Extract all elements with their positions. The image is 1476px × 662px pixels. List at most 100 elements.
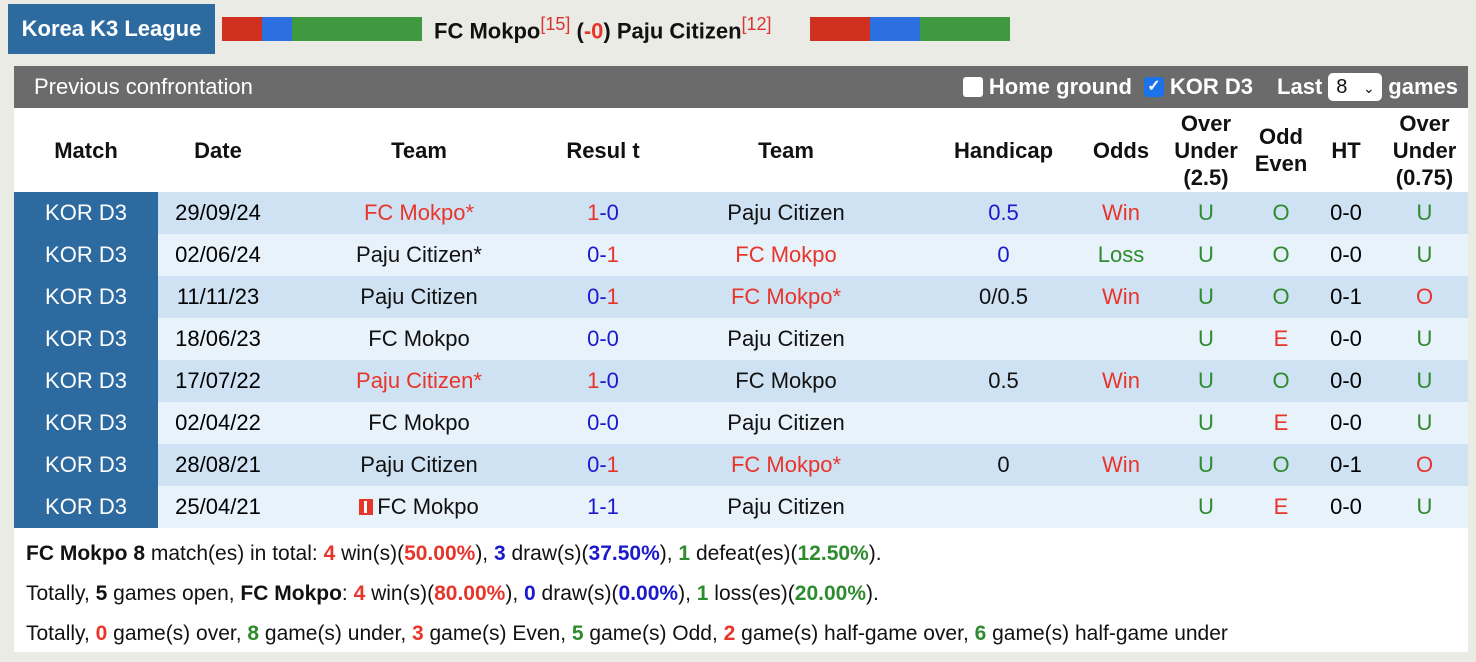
home-team[interactable]: FC Mokpo (278, 318, 560, 360)
summary-text: game(s) half-game over, (735, 622, 975, 645)
table-row[interactable]: KOR D3 17/07/22 Paju Citizen* 1-0 FC Mokpo 0.… (14, 360, 1468, 402)
column-header: Over Under (0.75) (1392, 110, 1457, 190)
home-team[interactable]: FC Mokpo (278, 402, 560, 444)
half-time-score: 0-0 (1311, 318, 1381, 360)
odd-even: O (1251, 360, 1311, 402)
handicap-close: ) (603, 18, 611, 44)
column-header: Resul t (566, 137, 640, 163)
handicap: 0.5 (926, 192, 1081, 234)
result[interactable]: 0-1 (560, 444, 646, 486)
home-score: 0 (587, 242, 600, 267)
result[interactable]: 1-0 (560, 360, 646, 402)
result[interactable]: 1-0 (560, 192, 646, 234)
handicap-open: ( (576, 18, 584, 44)
home-score: 0 (587, 410, 600, 435)
match-league: KOR D3 (14, 444, 158, 486)
away-team[interactable]: Paju Citizen (646, 402, 926, 444)
match-date: 11/11/23 (158, 276, 278, 318)
away-team[interactable]: FC Mokpo* (646, 444, 926, 486)
league-badge[interactable]: Korea K3 League (8, 4, 215, 54)
half-time-score: 0-1 (1311, 444, 1381, 486)
summary-text: 8 (247, 622, 260, 645)
table-row[interactable]: KOR D3 28/08/21 Paju Citizen 0-1 FC Mokpo* 0 W… (14, 444, 1468, 486)
home-ground-checkbox[interactable] (962, 77, 983, 97)
away-team[interactable]: FC Mokpo* (646, 276, 926, 318)
home-team[interactable]: FC Mokpo* (278, 192, 560, 234)
summary-text: game(s) Even, (423, 622, 572, 645)
away-team[interactable]: Paju Citizen (646, 486, 926, 528)
match-title: FC Mokpo[15] (-0) Paju Citizen[12] (434, 14, 772, 44)
over-under-0-75: U (1381, 402, 1468, 444)
away-team[interactable]: FC Mokpo (646, 234, 926, 276)
odd-even: O (1251, 192, 1311, 234)
handicap (926, 402, 1081, 444)
away-team[interactable]: FC Mokpo (646, 360, 926, 402)
home-team-name[interactable]: FC Mokpo (434, 18, 541, 44)
over-under-2-5: U (1161, 360, 1251, 402)
match-date: 18/06/23 (158, 318, 278, 360)
result[interactable]: 0-0 (560, 318, 646, 360)
league-filter-checkbox[interactable]: ✓ (1143, 77, 1164, 97)
summary-text: 0 (95, 622, 108, 645)
home-team-name: FC Mokpo (368, 326, 470, 351)
header-handicap: -0 (583, 18, 604, 44)
table-row[interactable]: KOR D3 11/11/23 Paju Citizen 0-1 FC Mokpo* 0/… (14, 276, 1468, 318)
result[interactable]: 0-1 (560, 234, 646, 276)
over-under-0-75: U (1381, 360, 1468, 402)
result[interactable]: 1-1 (560, 486, 646, 528)
home-team[interactable]: Paju Citizen (278, 444, 560, 486)
summary-text: 3 (493, 542, 506, 565)
match-date: 28/08/21 (158, 444, 278, 486)
odds-result (1081, 486, 1161, 528)
table-row[interactable]: KOR D3 02/06/24 Paju Citizen* 0-1 FC Mokpo 0 L… (14, 234, 1468, 276)
summary-text: 50.00% (404, 542, 476, 565)
result[interactable]: 0-0 (560, 402, 646, 444)
summary-text: 80.00% (434, 582, 506, 605)
table-row[interactable]: KOR D3 02/04/22 FC Mokpo 0-0 Paju Citizen U E 0… (14, 402, 1468, 444)
summary-text: 1 (678, 542, 691, 565)
table-row[interactable]: KOR D3 29/09/24 FC Mokpo* 1-0 Paju Citizen 0.… (14, 192, 1468, 234)
summary-text: ), (659, 542, 679, 565)
panel-header: Previous confrontation Home ground ✓ KOR … (14, 66, 1468, 108)
last-games-select[interactable]: 8 ⌄ (1328, 73, 1383, 101)
summary-text: 3 (411, 622, 424, 645)
summary-line-totals: FC Mokpo 8 match(es) in total: 4 win(s)(… (26, 534, 1456, 574)
column-header: Over Under (2.5) (1174, 110, 1238, 190)
summary-text: FC Mokpo 8 (26, 542, 145, 565)
column-header: Team (758, 137, 814, 163)
home-team[interactable]: Paju Citizen* (278, 234, 560, 276)
over-under-0-75: U (1381, 192, 1468, 234)
summary-text: 6 (974, 622, 987, 645)
home-team[interactable]: Paju Citizen (278, 276, 560, 318)
last-games-value: 8 (1336, 76, 1348, 98)
away-score: 0 (606, 200, 619, 225)
home-team-name: Paju Citizen (360, 284, 478, 309)
table-row[interactable]: KOR D3 18/06/23 FC Mokpo 0-0 Paju Citizen U E 0… (14, 318, 1468, 360)
summary-text: ), (678, 582, 697, 605)
match-league: KOR D3 (14, 318, 158, 360)
away-score: 0 (606, 326, 619, 351)
away-team[interactable]: Paju Citizen (646, 318, 926, 360)
match-league: KOR D3 (14, 360, 158, 402)
away-score: 1 (606, 494, 619, 519)
home-team[interactable]: FC Mokpo (278, 486, 560, 528)
summary-text: game(s) Odd, (583, 622, 724, 645)
home-team[interactable]: Paju Citizen* (278, 360, 560, 402)
home-score: 1 (587, 200, 600, 225)
away-team[interactable]: Paju Citizen (646, 192, 926, 234)
results-table: Match Date Team Resul t Team Handicap Odds Over… (14, 108, 1468, 528)
home-team-name: Paju Citizen* (356, 368, 482, 393)
over-under-0-75: U (1381, 318, 1468, 360)
result[interactable]: 0-1 (560, 276, 646, 318)
table-row[interactable]: KOR D3 25/04/21 FC Mokpo 1-1 Paju Citizen U E 0… (14, 486, 1468, 528)
summary-text: ). (866, 582, 879, 605)
summary-text: ). (868, 542, 882, 565)
home-team-name: Paju Citizen* (356, 242, 482, 267)
summary-line-over-under: Totally, 0 game(s) over, 8 game(s) under… (26, 614, 1456, 654)
home-score: 0 (587, 326, 600, 351)
flag-icon (359, 499, 374, 515)
odd-even: E (1251, 402, 1311, 444)
over-under-2-5: U (1161, 276, 1251, 318)
summary-text: Totally, (26, 582, 96, 605)
away-team-name[interactable]: Paju Citizen (616, 18, 742, 44)
